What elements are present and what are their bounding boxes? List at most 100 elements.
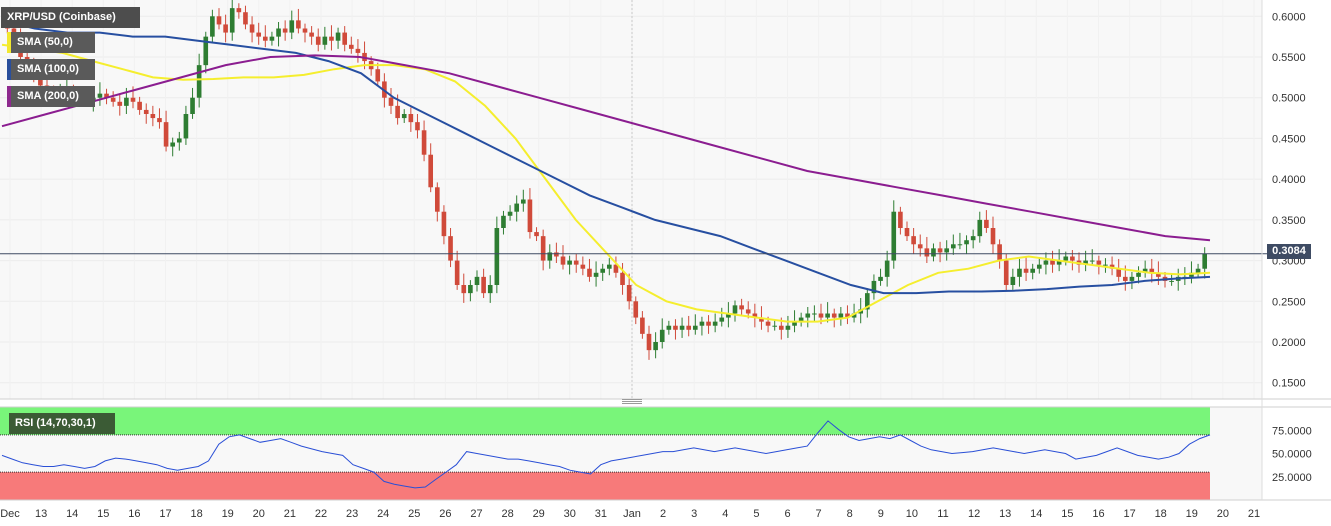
candle-body[interactable] bbox=[461, 285, 467, 294]
candle-body[interactable] bbox=[540, 236, 546, 261]
candle-body[interactable] bbox=[1195, 268, 1201, 273]
candle-body[interactable] bbox=[653, 342, 658, 351]
candle-body[interactable] bbox=[163, 122, 169, 147]
candle-body[interactable] bbox=[150, 114, 156, 119]
candle-body[interactable] bbox=[1023, 268, 1029, 273]
candle-body[interactable] bbox=[1083, 260, 1088, 265]
candle-body[interactable] bbox=[269, 36, 275, 41]
candle-body[interactable] bbox=[554, 252, 559, 257]
candle-body[interactable] bbox=[38, 77, 43, 86]
candle-body[interactable] bbox=[1050, 260, 1055, 265]
candle-body[interactable] bbox=[977, 219, 983, 237]
rsi-legend[interactable]: RSI (14,70,30,1) bbox=[9, 413, 115, 434]
candle-body[interactable] bbox=[1116, 268, 1122, 277]
candle-body[interactable] bbox=[970, 236, 976, 241]
candle-body[interactable] bbox=[1156, 272, 1161, 277]
candle-body[interactable] bbox=[772, 325, 778, 327]
candle-body[interactable] bbox=[130, 97, 136, 102]
candle-body[interactable] bbox=[1109, 264, 1115, 269]
candle-body[interactable] bbox=[812, 313, 817, 315]
candle-body[interactable] bbox=[302, 28, 308, 33]
candle-body[interactable] bbox=[851, 313, 857, 318]
candle-body[interactable] bbox=[210, 16, 215, 37]
candle-body[interactable] bbox=[904, 228, 910, 237]
candle-body[interactable] bbox=[315, 36, 321, 45]
sma100-line[interactable] bbox=[1, 19, 1211, 295]
price-plot-area[interactable] bbox=[0, 0, 1331, 400]
candle-body[interactable] bbox=[673, 325, 678, 330]
candle-body[interactable] bbox=[1189, 272, 1194, 277]
candle-body[interactable] bbox=[183, 114, 189, 139]
candle-body[interactable] bbox=[223, 24, 228, 33]
candle-body[interactable] bbox=[1122, 276, 1128, 281]
candle-body[interactable] bbox=[871, 280, 877, 294]
candle-body[interactable] bbox=[276, 28, 281, 37]
candle-body[interactable] bbox=[520, 199, 526, 204]
candle-body[interactable] bbox=[157, 118, 162, 123]
candle-body[interactable] bbox=[719, 317, 725, 322]
candle-body[interactable] bbox=[560, 256, 566, 265]
candle-body[interactable] bbox=[646, 333, 652, 351]
candle-body[interactable] bbox=[924, 248, 930, 257]
candle-body[interactable] bbox=[527, 199, 533, 233]
candle-body[interactable] bbox=[898, 211, 903, 228]
candle-body[interactable] bbox=[262, 36, 268, 41]
candle-body[interactable] bbox=[944, 248, 950, 253]
candle-body[interactable] bbox=[335, 32, 341, 41]
candle-body[interactable] bbox=[706, 321, 711, 326]
candle-body[interactable] bbox=[659, 329, 665, 342]
candle-body[interactable] bbox=[1003, 260, 1009, 285]
candle-body[interactable] bbox=[805, 313, 811, 318]
candle-body[interactable] bbox=[831, 313, 837, 318]
candle-body[interactable] bbox=[289, 20, 295, 33]
candle-body[interactable] bbox=[884, 260, 890, 277]
candle-body[interactable] bbox=[613, 264, 619, 273]
candle-body[interactable] bbox=[137, 101, 142, 110]
candle-body[interactable] bbox=[765, 321, 771, 326]
candle-body[interactable] bbox=[745, 309, 751, 314]
candle-body[interactable] bbox=[1142, 268, 1148, 273]
candle-body[interactable] bbox=[448, 236, 453, 261]
candle-body[interactable] bbox=[600, 268, 606, 273]
candle-body[interactable] bbox=[739, 305, 744, 310]
candle-body[interactable] bbox=[1089, 260, 1095, 262]
candle-body[interactable] bbox=[587, 268, 592, 277]
candle-body[interactable] bbox=[864, 293, 870, 310]
candle-body[interactable] bbox=[1136, 272, 1141, 277]
candle-body[interactable] bbox=[593, 272, 599, 277]
candle-body[interactable] bbox=[620, 272, 625, 285]
rsi-plot-area[interactable] bbox=[0, 406, 1331, 501]
candle-body[interactable] bbox=[778, 325, 784, 330]
candle-body[interactable] bbox=[143, 109, 149, 114]
sma50-legend[interactable]: SMA (50,0) bbox=[7, 32, 95, 53]
candle-body[interactable] bbox=[878, 276, 883, 281]
candle-body[interactable] bbox=[190, 97, 195, 114]
candle-body[interactable] bbox=[1017, 268, 1022, 277]
candle-body[interactable] bbox=[626, 285, 632, 302]
candle-body[interactable] bbox=[957, 244, 963, 246]
candle-body[interactable] bbox=[236, 8, 242, 13]
candle-body[interactable] bbox=[580, 264, 586, 269]
candle-body[interactable] bbox=[249, 24, 255, 33]
candle-body[interactable] bbox=[203, 36, 209, 66]
candle-body[interactable] bbox=[124, 97, 129, 106]
candle-body[interactable] bbox=[1103, 264, 1108, 266]
candle-body[interactable] bbox=[699, 321, 705, 326]
candle-body[interactable] bbox=[117, 101, 123, 106]
candle-body[interactable] bbox=[1036, 264, 1042, 269]
candle-body[interactable] bbox=[640, 317, 645, 334]
candle-body[interactable] bbox=[468, 285, 473, 294]
candle-body[interactable] bbox=[348, 44, 354, 49]
candle-body[interactable] bbox=[1070, 256, 1075, 261]
candle-body[interactable] bbox=[573, 260, 579, 265]
candle-body[interactable] bbox=[110, 97, 116, 102]
candle-body[interactable] bbox=[1063, 256, 1069, 261]
candle-body[interactable] bbox=[1129, 276, 1135, 281]
candle-body[interactable] bbox=[104, 93, 109, 98]
candle-body[interactable] bbox=[606, 264, 612, 269]
candle-body[interactable] bbox=[732, 305, 738, 314]
candle-body[interactable] bbox=[785, 325, 791, 330]
candle-body[interactable] bbox=[1202, 253, 1208, 269]
candle-body[interactable] bbox=[229, 8, 235, 33]
candle-body[interactable] bbox=[441, 211, 447, 237]
